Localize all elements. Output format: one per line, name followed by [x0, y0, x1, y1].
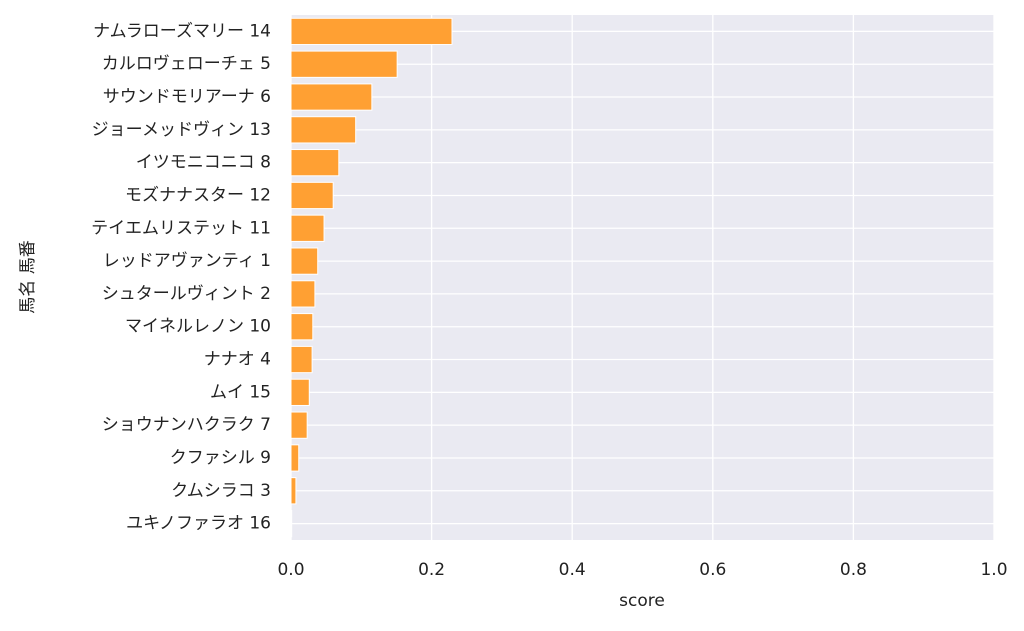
bar — [290, 149, 340, 177]
x-tick-label: 0.8 — [840, 560, 867, 580]
x-tick-label: 0.6 — [699, 560, 726, 580]
bar — [290, 214, 325, 242]
y-tick-label: カルロヴェローチェ 5 — [102, 54, 271, 74]
bar — [290, 247, 319, 275]
y-tick-label: ユキノファラオ 16 — [126, 514, 271, 534]
bar — [290, 280, 316, 308]
bar — [290, 509, 293, 538]
bar — [290, 181, 334, 210]
y-axis-label: 馬名 馬番 — [18, 240, 38, 313]
y-tick-label: イツモニコニコ 8 — [136, 153, 271, 173]
bar — [290, 477, 297, 505]
y-tick-label: クムシラコ 3 — [171, 481, 271, 501]
y-tick-label: サウンドモリアーナ 6 — [103, 87, 271, 107]
y-tick-label: テイエムリステット 11 — [91, 218, 271, 238]
y-tick-label: シュタールヴィント 2 — [102, 284, 271, 304]
x-axis-label: score — [619, 591, 665, 611]
bar — [290, 50, 398, 78]
bar — [290, 116, 357, 144]
y-tick-label: レッドアヴァンティ 1 — [103, 251, 271, 271]
x-tick-label: 0.4 — [559, 560, 586, 580]
y-tick-label: ジョーメッドヴィン 13 — [92, 120, 271, 140]
bar — [290, 411, 308, 439]
y-tick-label: モズナナスター 12 — [125, 185, 271, 205]
bar — [290, 17, 453, 46]
y-tick-label: ナナオ 4 — [204, 350, 271, 370]
bar — [290, 345, 313, 374]
y-tick-label: ムイ 15 — [210, 382, 271, 402]
x-tick-label: 1.0 — [980, 560, 1007, 580]
plot-area — [291, 15, 994, 540]
x-tick-label: 0.2 — [418, 560, 445, 580]
y-tick-label: マイネルレノン 10 — [125, 317, 271, 337]
x-tick-label: 0.0 — [277, 560, 304, 580]
y-tick-label: ショウナンハクラク 7 — [102, 415, 271, 435]
bar — [290, 83, 373, 111]
bar — [290, 378, 310, 406]
y-tick-label: クファシル 9 — [170, 448, 271, 468]
bar — [290, 313, 314, 341]
y-tick-label: ナムラローズマリー 14 — [93, 21, 271, 41]
bar — [290, 444, 300, 472]
